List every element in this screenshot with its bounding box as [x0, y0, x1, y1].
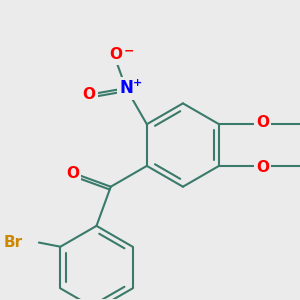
Text: N: N [119, 79, 133, 97]
Text: +: + [133, 78, 142, 88]
Text: O: O [256, 160, 269, 175]
Text: O: O [66, 166, 79, 181]
Text: Br: Br [4, 235, 23, 250]
Text: O: O [82, 87, 96, 102]
Text: O: O [110, 47, 122, 62]
Text: −: − [124, 44, 134, 57]
Text: O: O [256, 115, 269, 130]
